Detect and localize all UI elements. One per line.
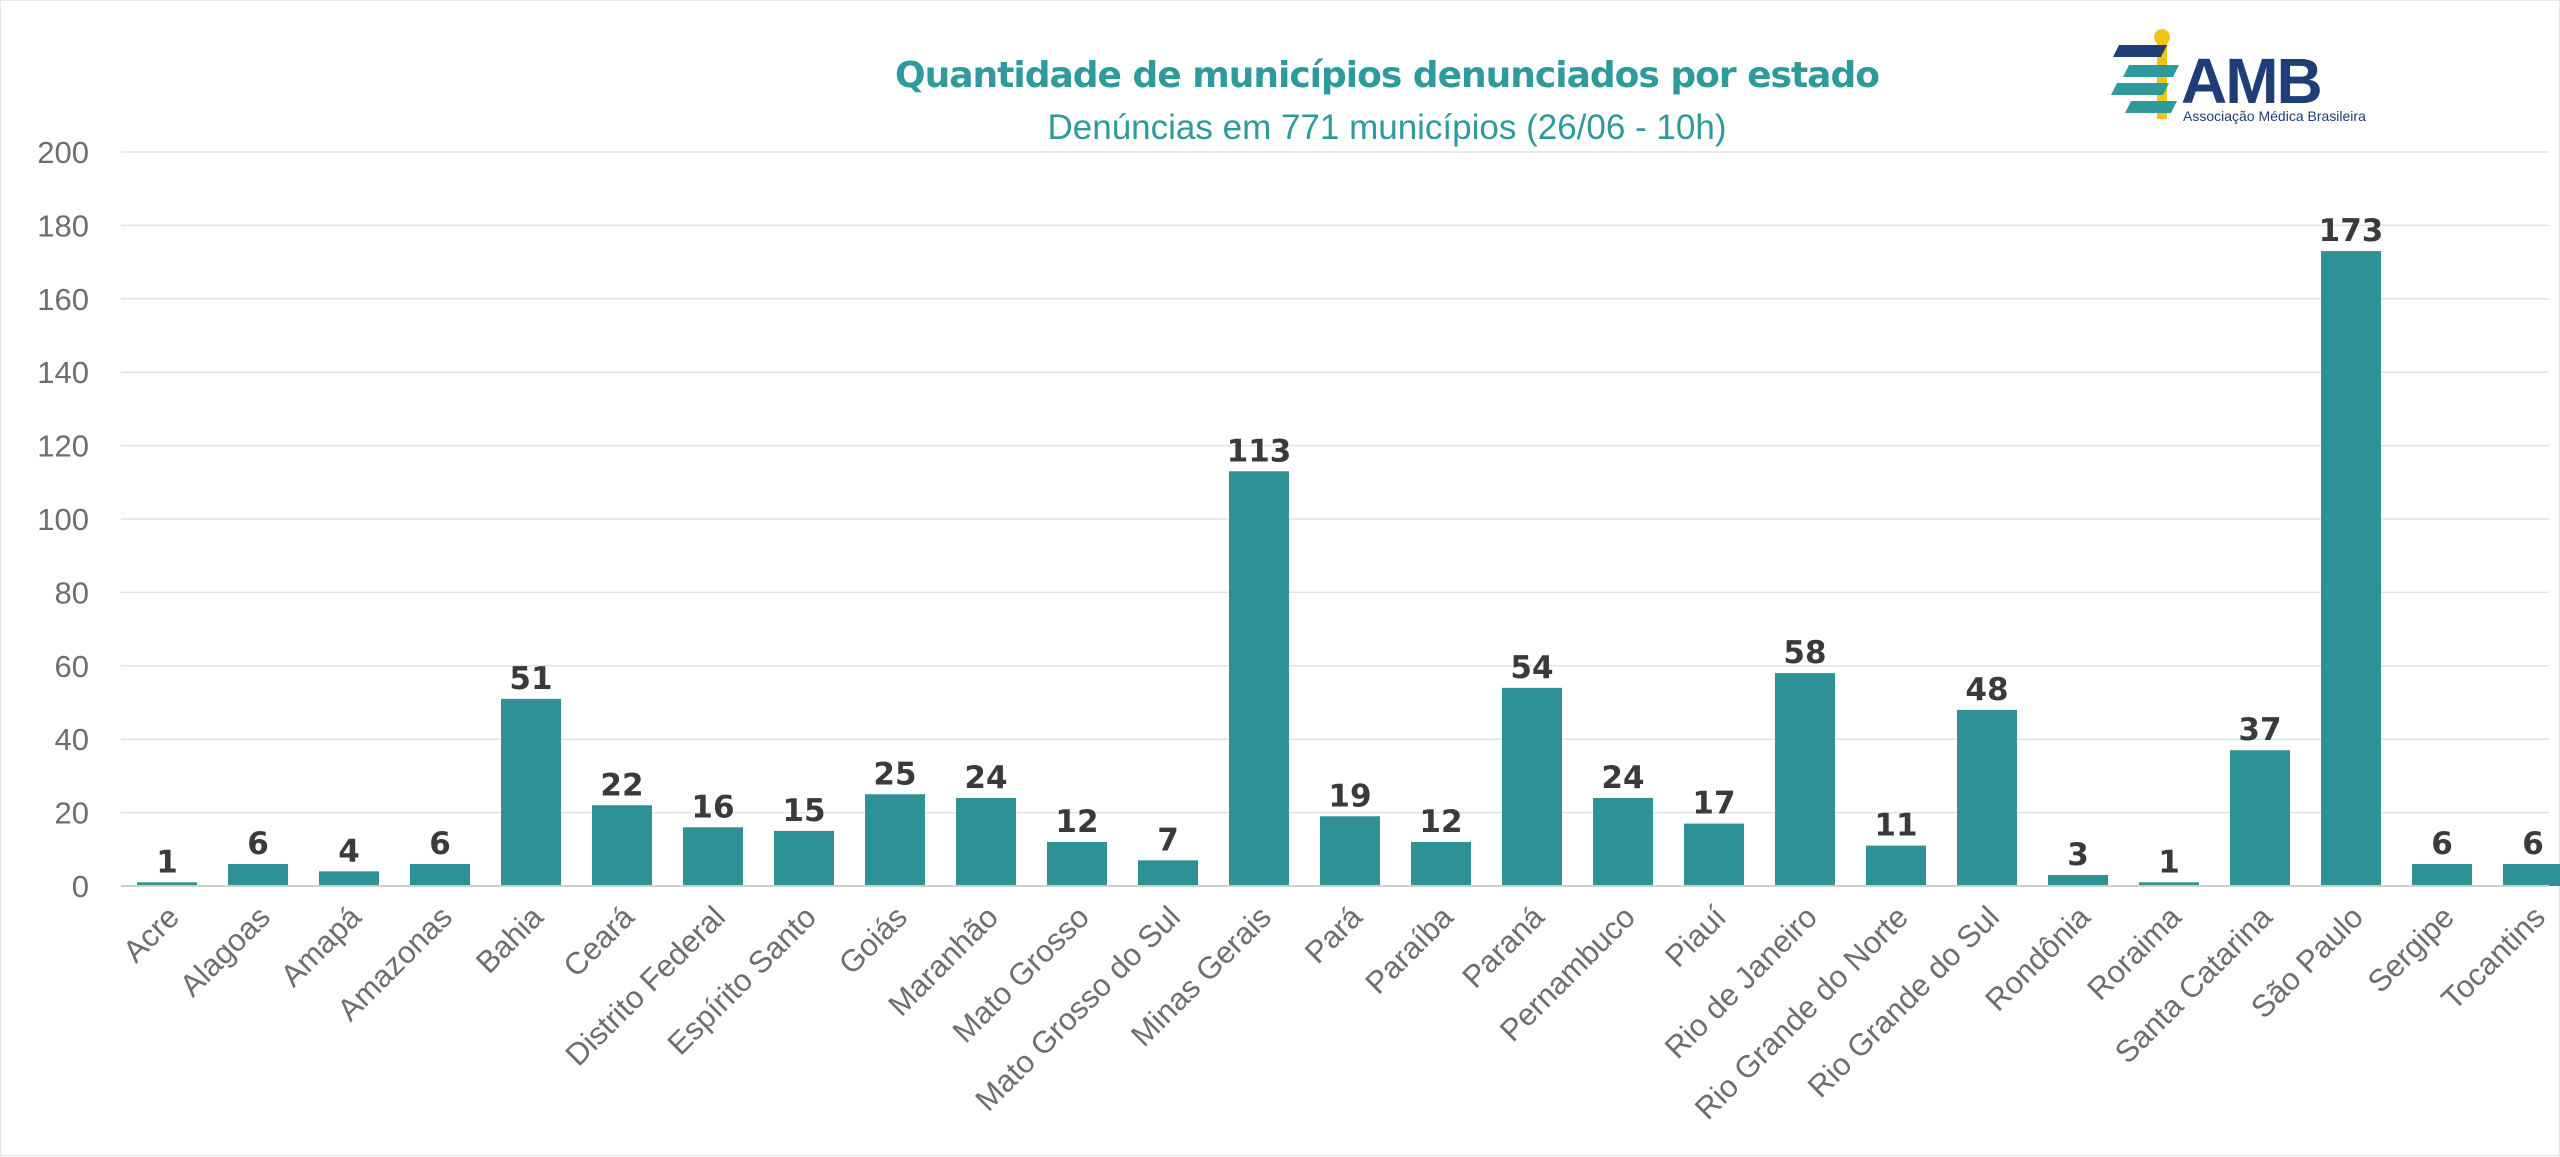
x-tick-label: Goiás	[832, 899, 914, 981]
data-label: 6	[2522, 826, 2544, 862]
bar	[1229, 471, 1289, 886]
y-tick-label: 120	[37, 429, 89, 464]
data-label: 37	[2238, 712, 2281, 748]
bar	[1138, 860, 1198, 886]
data-label: 11	[1874, 808, 1917, 844]
x-tick-label: Bahia	[469, 899, 550, 980]
data-label: 16	[691, 789, 734, 825]
logo-tagline: Associação Médica Brasileira	[2183, 108, 2366, 124]
bar	[865, 794, 925, 886]
bar	[1775, 673, 1835, 886]
bar	[1684, 823, 1744, 886]
bar	[410, 863, 470, 886]
x-tick-label: Santa Catarina	[2108, 899, 2280, 1071]
x-tick-label: Alagoas	[173, 899, 277, 1003]
bar	[228, 863, 288, 886]
y-tick-label: 140	[37, 355, 89, 390]
caduceus-icon	[2111, 29, 2179, 119]
bar	[1320, 816, 1380, 886]
bar	[683, 827, 743, 886]
bar	[137, 882, 197, 886]
bar	[2048, 874, 2108, 886]
data-label: 7	[1157, 822, 1179, 858]
y-tick-label: 60	[55, 649, 89, 684]
data-label: 6	[2431, 826, 2453, 862]
y-tick-label: 180	[37, 208, 89, 243]
bar	[956, 797, 1016, 886]
data-label: 51	[509, 661, 552, 697]
y-tick-label: 80	[55, 575, 89, 610]
x-tick-label: Acre	[116, 899, 186, 969]
y-tick-label: 160	[37, 282, 89, 317]
data-label: 12	[1419, 804, 1462, 840]
y-tick-label: 20	[55, 796, 89, 831]
bar	[1866, 845, 1926, 886]
bar	[2139, 882, 2199, 886]
data-label: 24	[964, 760, 1007, 796]
bar	[774, 830, 834, 886]
data-label: 6	[247, 826, 269, 862]
y-tick-label: 100	[37, 502, 89, 537]
bar	[2412, 863, 2472, 886]
data-label: 113	[1227, 433, 1292, 469]
chart-subtitle: Denúncias em 771 municípios (26/06 - 10h…	[1048, 108, 1727, 147]
data-label: 19	[1328, 778, 1371, 814]
y-tick-label: 0	[72, 869, 89, 904]
data-label: 4	[338, 833, 360, 869]
bars	[137, 251, 2560, 887]
logo-name: AMB	[2181, 45, 2321, 117]
data-label: 58	[1783, 635, 1826, 671]
x-tick-label: Distrito Federal	[559, 899, 732, 1072]
data-label: 6	[429, 826, 451, 862]
bar	[592, 805, 652, 886]
data-label: 3	[2067, 837, 2089, 873]
data-label: 54	[1510, 650, 1553, 686]
amb-logo: AMB Associação Médica Brasileira	[2111, 29, 2366, 124]
x-tick-label: Pará	[1298, 899, 1370, 971]
bar	[1957, 709, 2017, 886]
y-axis-ticks: 0 20 40 60 80 100 120 140 160 180 200	[37, 135, 89, 904]
bar	[319, 871, 379, 886]
data-label: 22	[600, 767, 643, 803]
chart-title: Quantidade de municípios denunciados por…	[895, 55, 1879, 96]
x-tick-label: Paraíba	[1358, 899, 1460, 1001]
data-label: 12	[1055, 804, 1098, 840]
bar	[1411, 841, 1471, 886]
x-tick-label: Piauí	[1658, 899, 1733, 974]
data-label: 1	[156, 844, 178, 880]
bar	[2503, 863, 2560, 886]
data-label: 173	[2319, 213, 2384, 249]
bar	[2230, 750, 2290, 886]
data-label: 25	[873, 756, 916, 792]
bar	[2321, 251, 2381, 887]
data-label: 17	[1692, 786, 1735, 822]
y-tick-label: 200	[37, 135, 89, 170]
bar	[1047, 841, 1107, 886]
data-label: 48	[1965, 672, 2008, 708]
y-tick-label: 40	[55, 722, 89, 757]
bar	[501, 698, 561, 886]
bar	[1502, 687, 1562, 886]
bar	[1593, 797, 1653, 886]
data-label: 24	[1601, 760, 1644, 796]
grid-lines	[121, 151, 2549, 814]
data-label: 15	[782, 793, 825, 829]
data-label: 1	[2158, 844, 2180, 880]
x-tick-label: Ceará	[556, 899, 641, 984]
